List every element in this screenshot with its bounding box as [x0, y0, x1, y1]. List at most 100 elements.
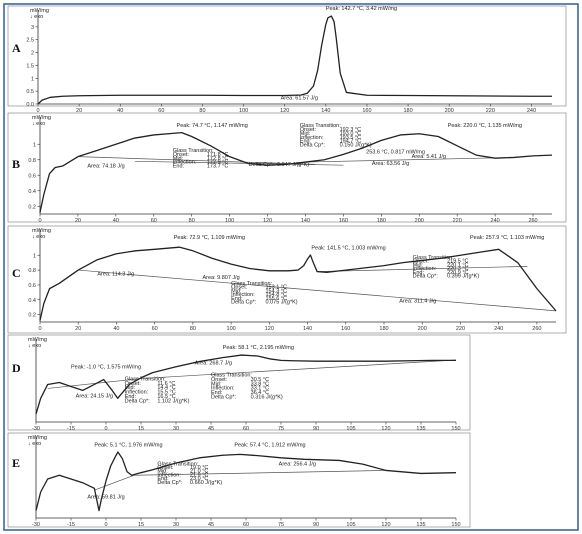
- panel-b-annotation: Mid:: [173, 156, 184, 162]
- panel-e-annotation: Glass Transition:: [157, 461, 198, 467]
- panel-d-annotation: 33.1 °C: [251, 386, 269, 392]
- panel-e-xtick-label: 30: [173, 522, 179, 528]
- panel-a-frame: [7, 5, 567, 107]
- panel-d-annotation: Peak: -1.0 °C, 1.575 mW/mg: [71, 365, 141, 371]
- panel-b-annotation: Onset:: [173, 152, 190, 158]
- panel-d-xtick-label: 135: [416, 426, 425, 432]
- panel-b-annotation: 0.150 J/(g*K): [340, 143, 372, 149]
- panel-b-baseline: [77, 156, 315, 165]
- panel-d-annotation: Glass Transition:: [211, 373, 252, 379]
- panel-b-annotation: 253.6 °C, 0.817 mW/mg: [366, 150, 425, 156]
- panel-b-annotation: Delta Cp*:: [249, 162, 275, 168]
- panel-d-frame: [7, 334, 471, 431]
- panel-d-annotation: 33.8 °C: [251, 381, 269, 387]
- panel-b-xtick-label: 180: [377, 218, 386, 224]
- panel-b-annotation: Area: 63.56 J/g: [372, 161, 409, 167]
- panel-e-xtick-label: 150: [451, 522, 460, 528]
- panel-b-xtick-label: 60: [151, 218, 157, 224]
- panel-e-annotation: 21.0 °C: [190, 469, 208, 475]
- panel-c-ytick-label: 0.2: [28, 313, 36, 319]
- panel-a-xtick-label: 180: [403, 108, 412, 114]
- panel-e-annotation: Inflection:: [157, 472, 181, 478]
- panel-c-xtick-label: 40: [113, 326, 119, 332]
- panel-b-xtick-label: 260: [528, 218, 537, 224]
- panel-d-xtick-label: 30: [173, 426, 179, 432]
- panel-b-xtick-label: 240: [491, 218, 500, 224]
- panel-d-annotation: Onset:: [125, 381, 142, 387]
- panel-c-annotation: 153.1 °C: [266, 285, 287, 291]
- panel-c-baseline: [317, 266, 528, 272]
- panel-c-xtick-label: 200: [418, 326, 427, 332]
- panel-b-annotation: Area: 5.41 J/g: [412, 154, 446, 160]
- panel-d-annotation: Glass Transition:: [125, 377, 166, 383]
- panel-a-ytick-label: 0.5: [26, 89, 34, 95]
- panel-b-frame: [7, 112, 567, 223]
- panel-b-ylabel: mW/mg: [32, 115, 51, 121]
- panel-d-annotation: Area: 24.15 J/g: [76, 394, 113, 400]
- panel-d-annotation: Inflection:: [211, 386, 235, 392]
- panel-d-xtick-label: -30: [32, 426, 40, 432]
- panel-c-annotation: Onset:: [231, 285, 248, 291]
- panel-c-dsc-curve: [39, 246, 557, 321]
- panel-e-xtick-label: 0: [104, 522, 107, 528]
- panel-d-xtick-label: 15: [138, 426, 144, 432]
- panel-b-annotation: Peak: 220.0 °C, 1.135 mW/mg: [448, 123, 522, 129]
- panel-a-xtick-label: 140: [321, 108, 330, 114]
- panel-c-ytick-label: 0.8: [28, 268, 36, 274]
- panel-c-annotation: Area: 311.4 J/g: [399, 299, 436, 305]
- panel-d-annotation: Inflection:: [125, 390, 149, 396]
- panel-c-annotation: End:: [413, 270, 425, 276]
- panel-e-annotation: 21.9 °C: [190, 472, 208, 478]
- panel-c-annotation: 220.3 °C: [447, 266, 468, 272]
- panel-b-annotation: Inflection:: [300, 135, 324, 141]
- panel-e-frame: [7, 432, 471, 528]
- panel-a-ytick-label: 2: [31, 51, 34, 57]
- panel-d-annotation: 11.6 °C: [157, 381, 175, 387]
- panel-a-xtick-label: 240: [527, 108, 536, 114]
- panel-d-annotation: Peak: 58.1 °C, 2.195 mW/mg: [223, 345, 294, 351]
- panel-b-ytick-label: 1: [33, 142, 36, 148]
- panel-a-dsc-curve: [37, 15, 552, 105]
- panel-c-exo-label: ↓ exo: [32, 234, 45, 240]
- panel-b-annotation: Mid:: [300, 131, 311, 137]
- panel-d-annotation: Delta Cp*:: [125, 398, 151, 404]
- panel-b-baseline: [134, 160, 344, 166]
- panel-a-xtick-label: 20: [76, 108, 82, 114]
- panel-c-annotation: Peak: 141.5 °C, 1.003 mW/mg: [311, 245, 385, 251]
- panel-c-xtick-label: 140: [303, 326, 312, 332]
- panel-c-baseline: [78, 269, 557, 312]
- panel-b-annotation: 171.8 °C: [207, 152, 228, 158]
- panel-c-annotation: End:: [231, 296, 243, 302]
- panel-a-ytick-label: 2.5: [26, 38, 34, 44]
- panel-d-annotation: 0.316 J/(g*K): [251, 394, 283, 400]
- panel-a-ytick-label: 1: [31, 76, 34, 82]
- panel-b-annotation: 0.047 J/(g*K): [277, 162, 309, 168]
- panel-d-label: D: [12, 361, 21, 375]
- panel-e-annotation: Delta Cp*:: [157, 480, 183, 486]
- panel-b-annotation: Delta Cp*:: [300, 143, 326, 149]
- panel-d-baseline: [140, 359, 457, 379]
- panel-e-xtick-label: 15: [138, 522, 144, 528]
- panel-a-exo-label: ↓ exo: [30, 14, 43, 20]
- panel-d-annotation: 16.5 °C: [157, 394, 175, 400]
- panel-c-annotation: Inflection:: [413, 266, 437, 272]
- panel-e-annotation: Peak: 57.4 °C, 1.912 mW/mg: [234, 443, 305, 449]
- panel-a-xtick-label: 200: [445, 108, 454, 114]
- panel-e-xtick-label: 75: [278, 522, 284, 528]
- panel-c-annotation: 154.3 °C: [266, 288, 287, 294]
- panel-c-xtick-label: 120: [265, 326, 274, 332]
- panel-c-annotation: Peak: 257.9 °C, 1.103 mW/mg: [470, 235, 544, 241]
- panel-b-annotation: 172.8 °C: [207, 156, 228, 162]
- panel-e-annotation: 19.0 °C: [190, 465, 208, 471]
- panel-c-annotation: Inflection:: [231, 292, 255, 298]
- panel-d-xtick-label: 75: [278, 426, 284, 432]
- panel-c-annotation: 220.9 °C: [447, 270, 468, 276]
- panel-c-ytick-label: 0.6: [28, 283, 36, 289]
- panel-c-xtick-label: 80: [190, 326, 196, 332]
- panel-b-annotation: End:: [300, 139, 312, 145]
- panel-c-xtick-label: 60: [152, 326, 158, 332]
- panel-a-annotation: Peak: 142.7 °C, 3.42 mW/mg: [326, 6, 397, 12]
- panel-c-annotation: Glass Transition:: [231, 281, 272, 287]
- panel-d-annotation: Delta Cp*:: [211, 394, 237, 400]
